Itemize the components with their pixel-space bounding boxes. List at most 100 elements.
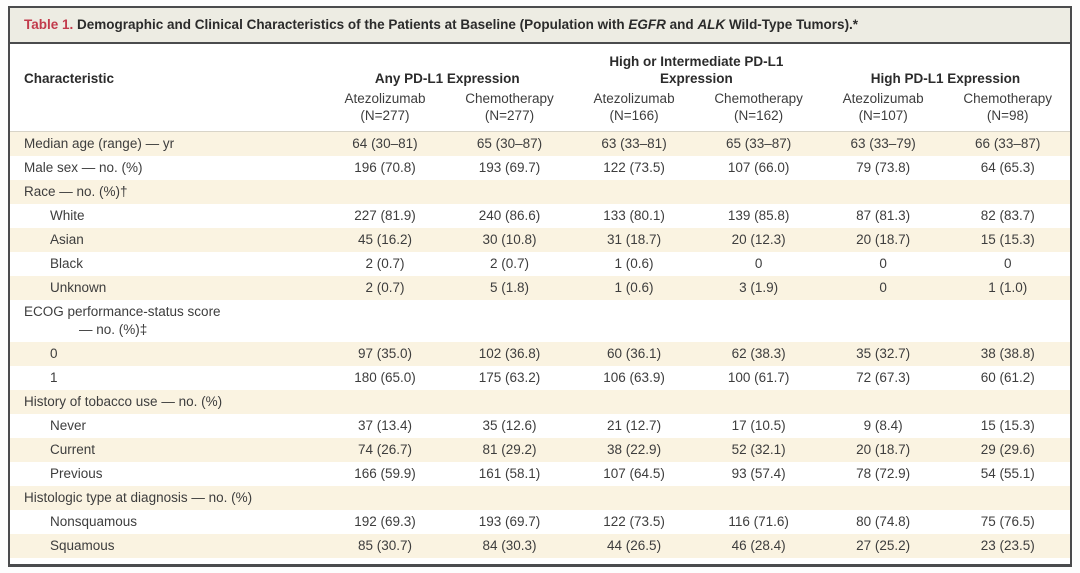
drug-name: Atezolizumab [344,91,426,106]
characteristics-table: Characteristic Any PD-L1 Expression High… [10,44,1070,558]
row-label-line1: Asian [50,232,84,247]
cell-value: 240 (86.6) [478,208,541,223]
table-number: Table 1. [24,17,74,32]
row-label: Never [10,414,323,438]
subcol-header-3: Chemotherapy (N=162) [696,88,821,132]
cell-value: 166 (59.9) [354,466,416,481]
row-label: Nonsquamous [10,510,323,534]
group-header-row: Characteristic Any PD-L1 Expression High… [10,44,1070,88]
cell-value: 1 (0.6) [614,256,654,271]
cell-value: 64 (65.3) [980,160,1035,175]
cell-value [821,486,946,510]
table-row: Male sex — no. (%) 196 (70.8) 193 (69.7)… [10,156,1070,180]
cell-value: 35 (32.7) [856,346,911,361]
cell-value: 35 (12.6) [482,418,537,433]
cell-value: 107 (66.0) [727,160,790,175]
cell-value: 80 (74.8) [856,514,911,529]
table-row: History of tobacco use — no. (%) [10,390,1070,414]
cell-value: 2 (0.7) [489,256,530,271]
cell-value [447,300,572,342]
cell-value: 74 (26.7) [357,442,412,457]
gene-alk: ALK [697,17,726,32]
cell-value: 20 (18.7) [856,232,911,247]
row-label: Previous [10,462,323,486]
cell-value: 100 (61.7) [727,370,790,385]
cell-value [572,486,697,510]
cell-value: 84 (30.3) [482,538,537,553]
cell-value: 85 (30.7) [357,538,412,553]
cell-value: 21 (12.7) [607,418,662,433]
cell-value: 97 (35.0) [357,346,412,361]
drug-name: Chemotherapy [963,91,1052,106]
cell-value: 1 (1.0) [988,280,1028,295]
sample-size: (N=162) [734,108,784,123]
cell-value [821,390,946,414]
sample-size: (N=98) [986,108,1029,123]
cell-value: 64 (30–81) [352,136,418,151]
row-label-line1: 0 [50,346,58,361]
cell-value: 175 (63.2) [478,370,541,385]
cell-value: 75 (76.5) [980,514,1035,529]
cell-value [323,390,448,414]
cell-value: 37 (13.4) [357,418,412,433]
cell-value: 139 (85.8) [727,208,790,223]
row-label-line1: Male sex — no. (%) [24,160,143,175]
drug-name: Chemotherapy [465,91,554,106]
cell-value: 1 (0.6) [614,280,654,295]
cell-value: 122 (73.5) [603,514,665,529]
subcol-header-4: Atezolizumab (N=107) [820,88,946,132]
subcol-header-5: Chemotherapy (N=98) [945,88,1070,132]
row-label-line1: Current [50,442,96,457]
empty-header-cell [10,88,323,132]
table-row: White 227 (81.9) 240 (86.6) 133 (80.1) 1… [10,204,1070,228]
row-label-line1: Squamous [50,538,115,553]
subcol-header-0: Atezolizumab (N=277) [322,88,448,132]
row-label: White [10,204,323,228]
cell-value: 180 (65.0) [354,370,416,385]
cell-value: 161 (58.1) [478,466,541,481]
row-label-line2: — no. (%)‡ [79,322,148,337]
table-row: Never 37 (13.4) 35 (12.6) 21 (12.7) 17 (… [10,414,1070,438]
cell-value [572,390,697,414]
cell-value: 65 (33–87) [725,136,792,151]
cell-value: 78 (72.9) [856,466,911,481]
cell-value: 133 (80.1) [603,208,665,223]
cell-value: 116 (71.6) [728,514,789,529]
cell-value [945,486,1070,510]
table-row: Asian 45 (16.2) 30 (10.8) 31 (18.7) 20 (… [10,228,1070,252]
table-row: 0 97 (35.0) 102 (36.8) 60 (36.1) 62 (38.… [10,342,1070,366]
subcol-header-1: Chemotherapy (N=277) [447,88,572,132]
row-label-line1: Previous [50,466,103,481]
cell-value: 87 (81.3) [856,208,911,223]
cell-value: 15 (15.3) [980,418,1035,433]
cell-value [821,180,946,204]
sample-size: (N=277) [360,108,410,123]
group-header-high-intermediate-pdl1: High or Intermediate PD-L1 Expression [609,54,784,86]
row-label: History of tobacco use — no. (%) [10,390,323,414]
cell-value: 20 (12.3) [731,232,786,247]
drug-name: Atezolizumab [593,91,675,106]
row-label: Asian [10,228,323,252]
col-header-characteristic: Characteristic [24,71,115,86]
drug-name: Atezolizumab [842,91,924,106]
table-row: Squamous 85 (30.7) 84 (30.3) 44 (26.5) 4… [10,534,1070,558]
cell-value [696,390,821,414]
cell-value: 63 (33–81) [601,136,667,151]
row-label-line1: 1 [50,370,58,385]
row-label: Current [10,438,323,462]
cell-value: 29 (29.6) [980,442,1035,457]
row-label: Race — no. (%)† [10,180,323,204]
table-row: Histologic type at diagnosis — no. (%) [10,486,1070,510]
cell-value: 192 (69.3) [354,514,416,529]
cell-value [696,300,821,342]
cell-value: 82 (83.7) [980,208,1035,223]
table-row: Previous 166 (59.9) 161 (58.1) 107 (64.5… [10,462,1070,486]
title-text-1: Demographic and Clinical Characteristics… [73,17,629,32]
cell-value: 54 (55.1) [980,466,1035,481]
cell-value: 31 (18.7) [607,232,662,247]
cell-value: 0 [879,280,887,295]
cell-value: 3 (1.9) [739,280,779,295]
table-frame: Table 1. Demographic and Clinical Charac… [8,6,1072,567]
row-label: ECOG performance-status score — no. (%)‡ [10,300,323,342]
cell-value: 46 (28.4) [731,538,786,553]
